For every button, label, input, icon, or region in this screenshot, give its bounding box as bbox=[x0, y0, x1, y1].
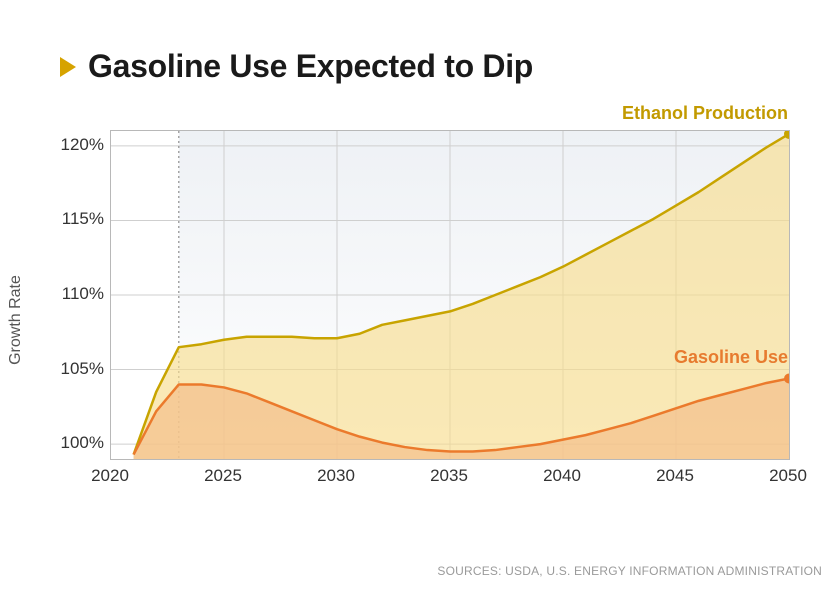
x-tick: 2050 bbox=[769, 466, 807, 486]
x-tick: 2020 bbox=[91, 466, 129, 486]
y-tick: 105% bbox=[30, 359, 104, 379]
y-tick: 120% bbox=[30, 135, 104, 155]
page-root: Gasoline Use Expected to Dip Growth Rate… bbox=[0, 0, 840, 600]
chart: Growth Rate 100%105%110%115%120% 2020202… bbox=[30, 130, 810, 510]
page-title: Gasoline Use Expected to Dip bbox=[88, 48, 533, 85]
x-tick: 2045 bbox=[656, 466, 694, 486]
y-tick: 115% bbox=[30, 209, 104, 229]
plot-area bbox=[110, 130, 790, 460]
plot-svg bbox=[111, 131, 789, 459]
x-tick: 2040 bbox=[543, 466, 581, 486]
y-tick-column: 100% 105% 110% 115% 120% bbox=[30, 130, 104, 460]
y-tick: 100% bbox=[30, 433, 104, 453]
series-label-gasoline: Gasoline Use bbox=[674, 347, 788, 368]
x-tick: 2030 bbox=[317, 466, 355, 486]
x-tick-row: 2020202520302035204020452050 bbox=[110, 466, 790, 490]
series-label-ethanol: Ethanol Production bbox=[622, 103, 788, 124]
y-axis-label: Growth Rate bbox=[7, 275, 25, 365]
y-tick: 110% bbox=[30, 284, 104, 304]
source-attribution: SOURCES: USDA, U.S. ENERGY INFORMATION A… bbox=[437, 564, 822, 578]
title-row: Gasoline Use Expected to Dip bbox=[60, 48, 533, 85]
x-tick: 2025 bbox=[204, 466, 242, 486]
play-icon bbox=[60, 57, 76, 77]
x-tick: 2035 bbox=[430, 466, 468, 486]
